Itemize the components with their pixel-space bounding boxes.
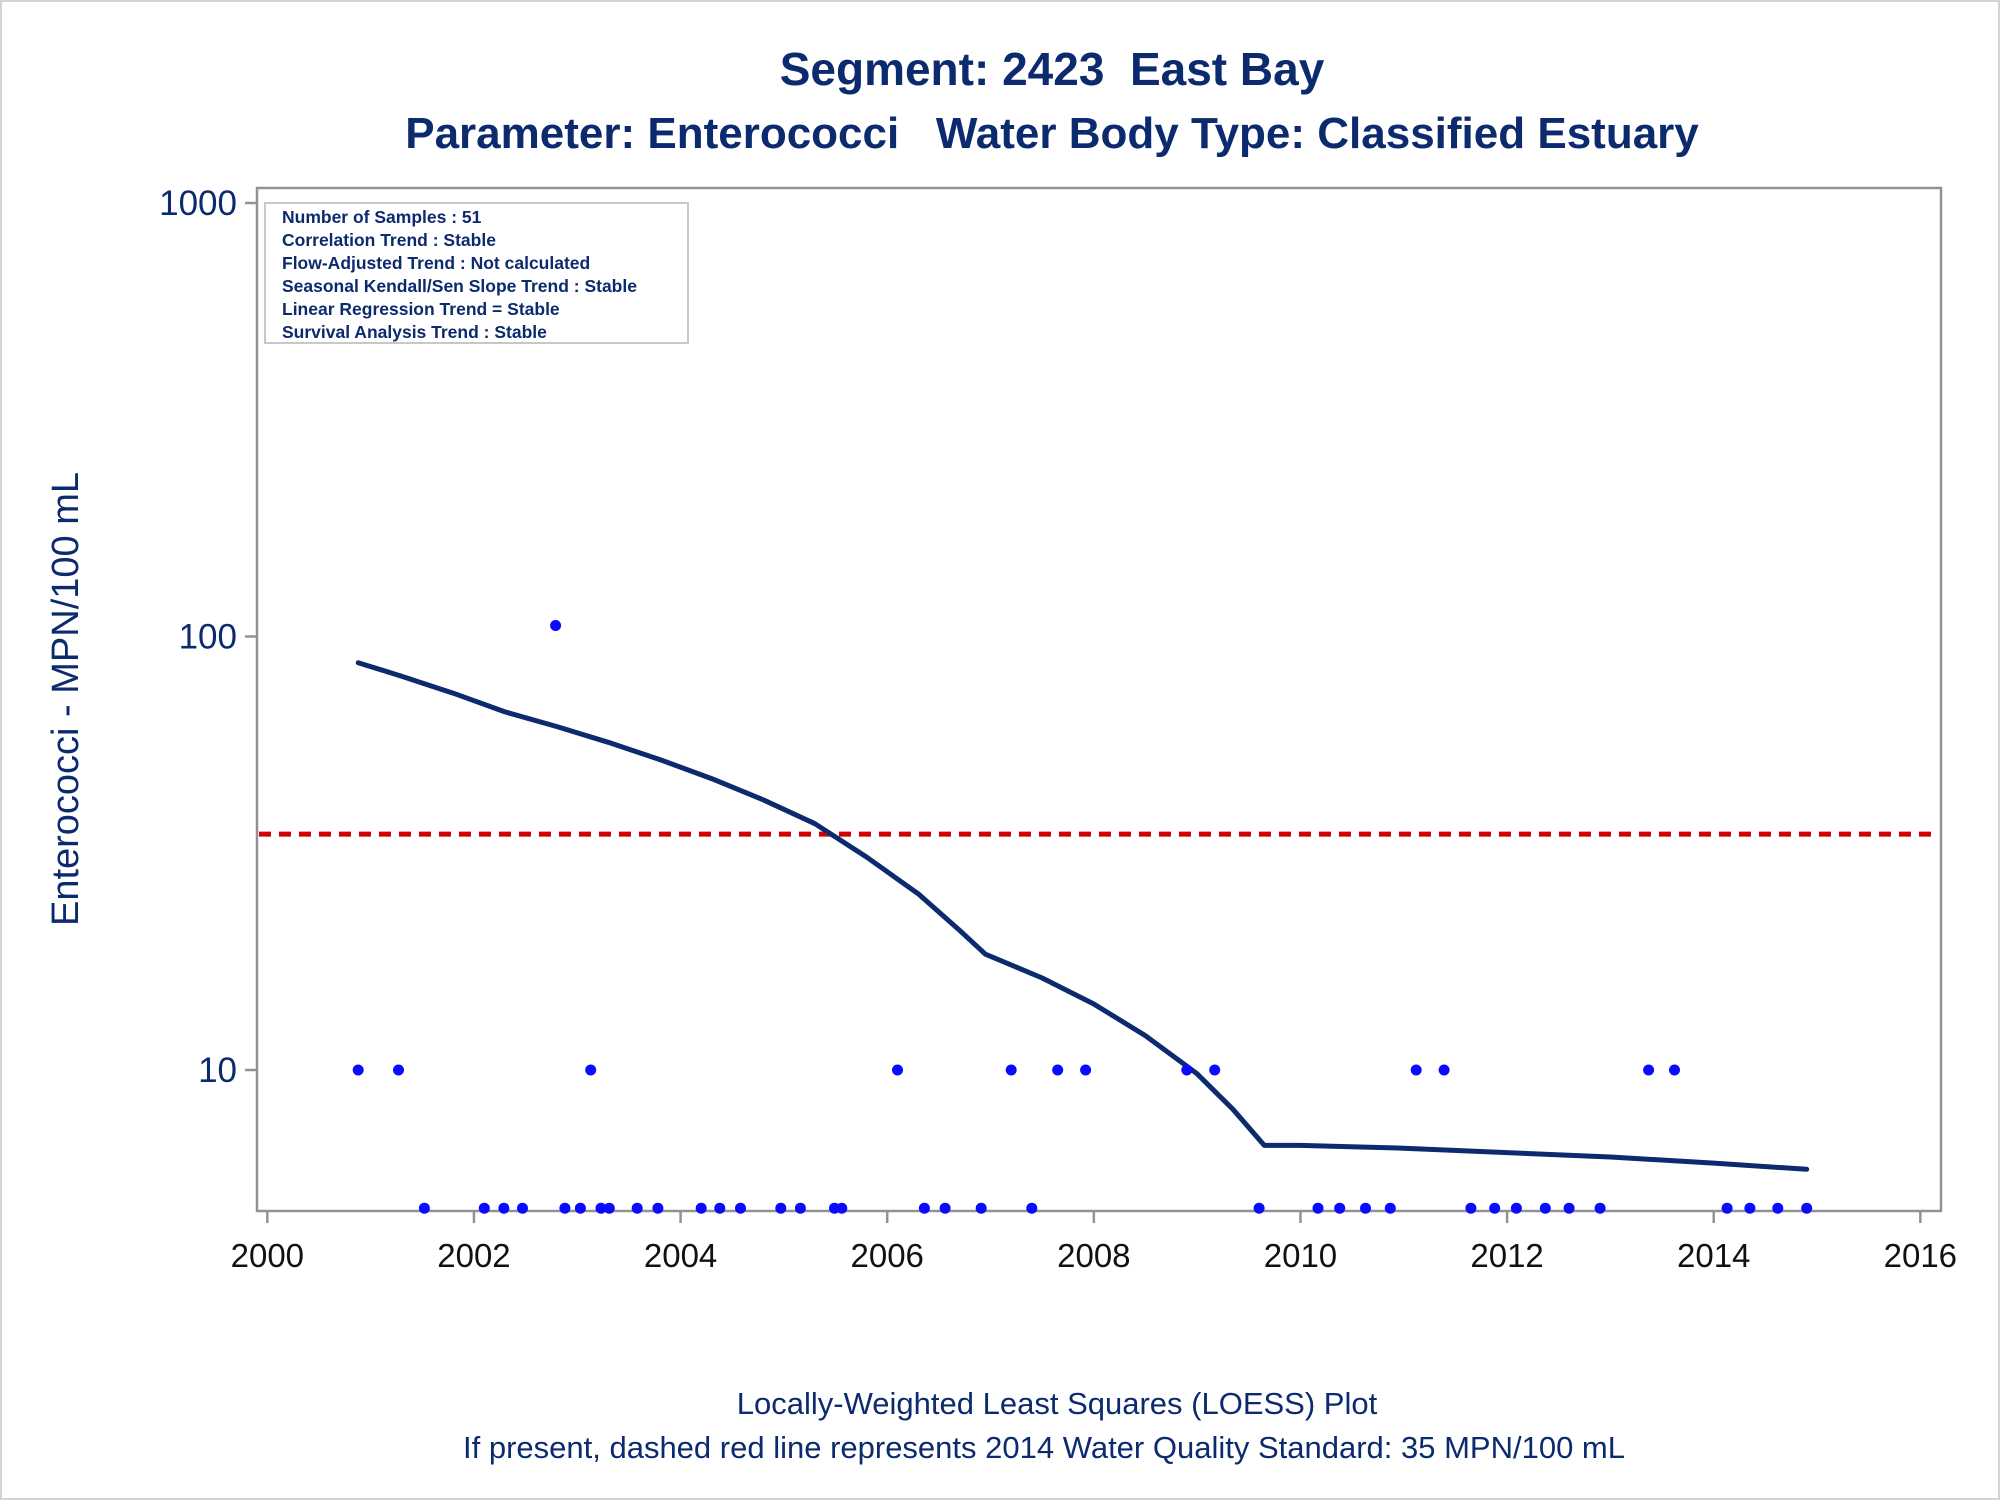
x-tick-label-2002: 2002: [437, 1237, 510, 1274]
y-axis-label: Enterococci - MPN/100 mL: [45, 472, 87, 926]
sample-point-36: [1360, 1202, 1371, 1214]
sample-point-2: [393, 1064, 404, 1076]
sample-point-30: [1080, 1064, 1092, 1076]
sample-point-34: [1312, 1202, 1324, 1214]
x-axis: 2000 2002 2004 2006 2008 2010 2012 2014 2016: [231, 1211, 1957, 1274]
footnote-standard: If present, dashed red line represents 2…: [463, 1430, 1625, 1465]
sample-point-50: [1772, 1202, 1784, 1214]
sample-point-26: [975, 1202, 987, 1214]
stats-inset: Number of Samples : 51 Correlation Trend…: [264, 202, 689, 344]
sample-points: [352, 202, 1813, 1214]
sample-point-10: [574, 1202, 586, 1214]
sample-point-31: [1181, 1064, 1193, 1076]
sample-point-23: [892, 1064, 903, 1076]
sample-point-5: [498, 1202, 510, 1214]
sample-point-44: [1563, 1202, 1575, 1214]
sample-point-38: [1410, 1064, 1422, 1076]
chart-title: Segment: 2423 East Bay: [780, 43, 1325, 95]
inset-line-survival: Survival Analysis Trend : Stable: [282, 322, 547, 342]
sample-point-25: [939, 1202, 951, 1214]
sample-point-49: [1744, 1202, 1756, 1214]
sample-point-12: [595, 1202, 607, 1214]
x-tick-label-2008: 2008: [1057, 1237, 1130, 1274]
sample-point-7: [517, 1202, 528, 1214]
sample-point-47: [1669, 1064, 1680, 1076]
sample-point-33: [1253, 1202, 1265, 1214]
stats-inset-box: [264, 202, 689, 344]
y-tick-label-100: 100: [179, 618, 237, 657]
sample-point-3: [418, 1202, 430, 1214]
sample-point-37: [1384, 1202, 1396, 1214]
sample-point-35: [1334, 1202, 1346, 1214]
x-tick-label-2010: 2010: [1264, 1237, 1337, 1274]
y-axis: 10 100 1000: [159, 184, 257, 1090]
sample-point-39: [1438, 1064, 1450, 1076]
sample-point-16: [695, 1202, 707, 1214]
sample-point-43: [1539, 1202, 1551, 1214]
footnote-loess: Locally-Weighted Least Squares (LOESS) P…: [737, 1386, 1378, 1421]
sample-point-11: [585, 1064, 597, 1076]
inset-line-linear-regression: Linear Regression Trend = Stable: [282, 299, 560, 319]
sample-point-41: [1489, 1202, 1501, 1214]
sample-point-24: [918, 1202, 930, 1214]
sample-point-45: [1594, 1202, 1606, 1214]
sample-point-22: [836, 1202, 848, 1214]
inset-line-seasonal-kendall: Seasonal Kendall/Sen Slope Trend : Stabl…: [282, 276, 637, 296]
sample-point-8: [550, 620, 562, 631]
sample-point-46: [1643, 1064, 1655, 1076]
y-tick-label-10: 10: [198, 1051, 237, 1090]
x-tick-label-2006: 2006: [850, 1237, 923, 1274]
x-tick-label-2004: 2004: [644, 1237, 717, 1274]
plot-area: [255, 186, 1943, 1213]
x-tick-label-2014: 2014: [1677, 1237, 1750, 1274]
sample-point-40: [1465, 1202, 1477, 1214]
sample-point-32: [1209, 1064, 1221, 1076]
sample-point-17: [714, 1202, 726, 1214]
sample-point-9: [559, 1202, 571, 1214]
sample-point-14: [631, 1202, 643, 1214]
inset-line-correlation: Correlation Trend : Stable: [282, 230, 496, 250]
inset-line-flow-adjusted: Flow-Adjusted Trend : Not calculated: [282, 253, 590, 273]
sample-point-20: [794, 1202, 806, 1214]
sample-point-42: [1510, 1202, 1522, 1214]
x-tick-label-2012: 2012: [1470, 1237, 1543, 1274]
x-tick-label-2000: 2000: [231, 1237, 304, 1274]
x-tick-label-2016: 2016: [1884, 1237, 1957, 1274]
inset-line-samples: Number of Samples : 51: [282, 207, 482, 227]
loess-curve: [355, 660, 1810, 1172]
sample-point-48: [1721, 1202, 1733, 1214]
y-tick-label-1000: 1000: [159, 184, 237, 223]
sample-point-15: [652, 1202, 664, 1214]
sample-point-28: [1026, 1202, 1038, 1214]
sample-point-18: [735, 1202, 746, 1214]
sample-point-13: [603, 1202, 615, 1214]
chart-subtitle: Parameter: Enterococci Water Body Type: …: [405, 109, 1699, 158]
sample-point-4: [478, 1202, 490, 1214]
sample-point-1: [352, 1064, 364, 1076]
sample-point-29: [1052, 1064, 1064, 1076]
sample-point-19: [775, 1202, 787, 1214]
sample-point-51: [1801, 1202, 1813, 1214]
sample-point-27: [1005, 1064, 1017, 1076]
